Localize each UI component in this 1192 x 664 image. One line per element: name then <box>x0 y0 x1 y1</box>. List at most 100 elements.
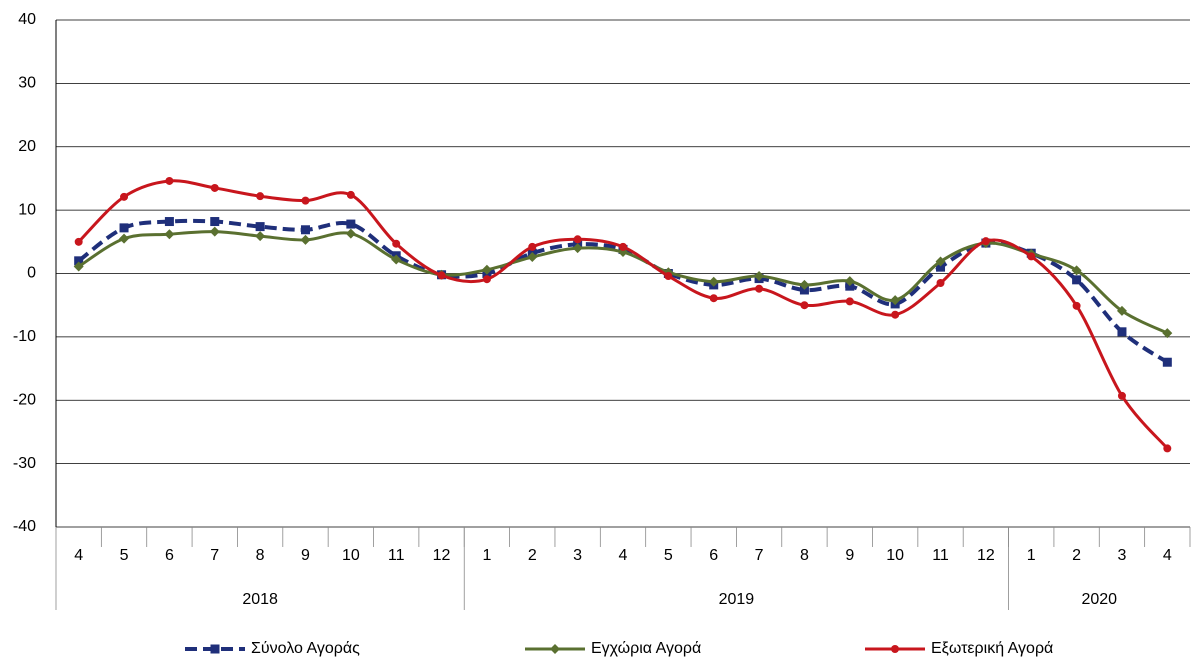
data-point <box>800 301 809 310</box>
legend-label: Εξωτερική Αγορά <box>931 640 1053 657</box>
data-point <box>164 217 174 227</box>
x-tick-label: 4 <box>619 547 628 564</box>
data-point <box>256 192 265 201</box>
data-point <box>1117 327 1127 337</box>
data-point <box>300 225 310 235</box>
x-tick-label: 2 <box>1072 547 1081 564</box>
data-point <box>754 271 765 282</box>
legend-label: Σύνολο Αγοράς <box>251 640 360 657</box>
data-point <box>119 223 129 233</box>
data-point <box>210 183 219 192</box>
y-tick-label: 30 <box>18 75 36 92</box>
x-tick-label: 12 <box>433 547 451 564</box>
data-point <box>799 279 810 290</box>
data-point <box>844 276 855 287</box>
legend-marker <box>210 644 220 654</box>
group-label: 2018 <box>242 591 278 608</box>
x-tick-label: 2 <box>528 547 537 564</box>
data-point <box>981 237 990 246</box>
y-tick-label: 20 <box>18 138 36 155</box>
data-point <box>1116 305 1127 316</box>
legend-marker <box>891 645 899 653</box>
data-point <box>391 254 402 265</box>
data-point <box>74 256 84 266</box>
x-tick-label: 1 <box>1027 547 1036 564</box>
data-point <box>527 252 538 263</box>
data-point <box>255 231 266 242</box>
data-point <box>1117 391 1126 400</box>
y-tick-label: -10 <box>13 328 36 345</box>
data-point <box>573 235 582 244</box>
x-tick-label: 11 <box>932 547 949 564</box>
data-point <box>619 242 627 251</box>
data-point <box>481 264 492 275</box>
y-tick-label: 40 <box>18 11 36 28</box>
data-point <box>1072 275 1082 285</box>
data-point <box>345 228 356 239</box>
data-point <box>572 243 583 254</box>
y-tick-label: -20 <box>13 391 36 408</box>
data-point <box>845 297 854 306</box>
data-point <box>935 256 946 267</box>
x-tick-label: 11 <box>388 547 405 564</box>
data-point <box>346 219 356 229</box>
data-point <box>210 217 220 227</box>
data-point <box>300 234 311 245</box>
data-point <box>799 285 809 295</box>
x-tick-label: 9 <box>845 547 854 564</box>
x-tick-label: 10 <box>886 547 904 564</box>
data-point <box>346 190 355 199</box>
data-point <box>73 261 84 272</box>
group-label: 2019 <box>719 591 755 608</box>
data-point <box>1027 252 1036 261</box>
x-tick-label: 8 <box>256 547 265 564</box>
data-point <box>119 233 130 244</box>
data-point <box>209 226 220 237</box>
data-point <box>709 294 718 303</box>
y-tick-label: -40 <box>13 518 36 535</box>
data-point <box>482 275 491 284</box>
data-point <box>120 192 129 201</box>
data-point <box>437 271 446 280</box>
x-tick-label: 5 <box>664 547 673 564</box>
data-point <box>1163 444 1172 453</box>
legend-label: Εγχώρια Αγορά <box>591 640 701 657</box>
data-point <box>890 295 901 306</box>
x-tick-label: 4 <box>1163 547 1172 564</box>
data-point <box>392 239 401 248</box>
data-point <box>528 242 537 251</box>
data-point <box>755 284 764 293</box>
y-tick-label: 0 <box>27 265 36 282</box>
data-point <box>164 229 175 240</box>
x-tick-label: 9 <box>301 547 310 564</box>
data-point <box>936 262 946 272</box>
data-point <box>1071 265 1082 276</box>
data-point <box>936 279 945 288</box>
x-tick-label: 3 <box>1118 547 1127 564</box>
series-line <box>77 179 1169 450</box>
x-tick-label: 6 <box>165 547 174 564</box>
group-label: 2020 <box>1081 591 1117 608</box>
data-point <box>664 272 673 281</box>
x-tick-label: 3 <box>573 547 582 564</box>
x-tick-label: 4 <box>74 547 83 564</box>
x-tick-label: 8 <box>800 547 809 564</box>
x-tick-label: 12 <box>977 547 995 564</box>
x-tick-label: 6 <box>709 547 718 564</box>
y-tick-label: -30 <box>13 455 36 472</box>
data-point <box>1162 357 1172 367</box>
data-point <box>74 237 83 246</box>
x-tick-label: 10 <box>342 547 360 564</box>
data-point <box>165 176 174 185</box>
legend-marker <box>550 644 560 654</box>
data-point <box>255 222 265 232</box>
x-tick-label: 7 <box>210 547 219 564</box>
data-point <box>891 310 900 319</box>
data-point <box>1162 328 1173 339</box>
x-tick-label: 7 <box>755 547 764 564</box>
x-tick-label: 1 <box>482 547 491 564</box>
data-point <box>845 281 855 291</box>
data-point <box>301 196 310 205</box>
x-tick-label: 5 <box>120 547 129 564</box>
